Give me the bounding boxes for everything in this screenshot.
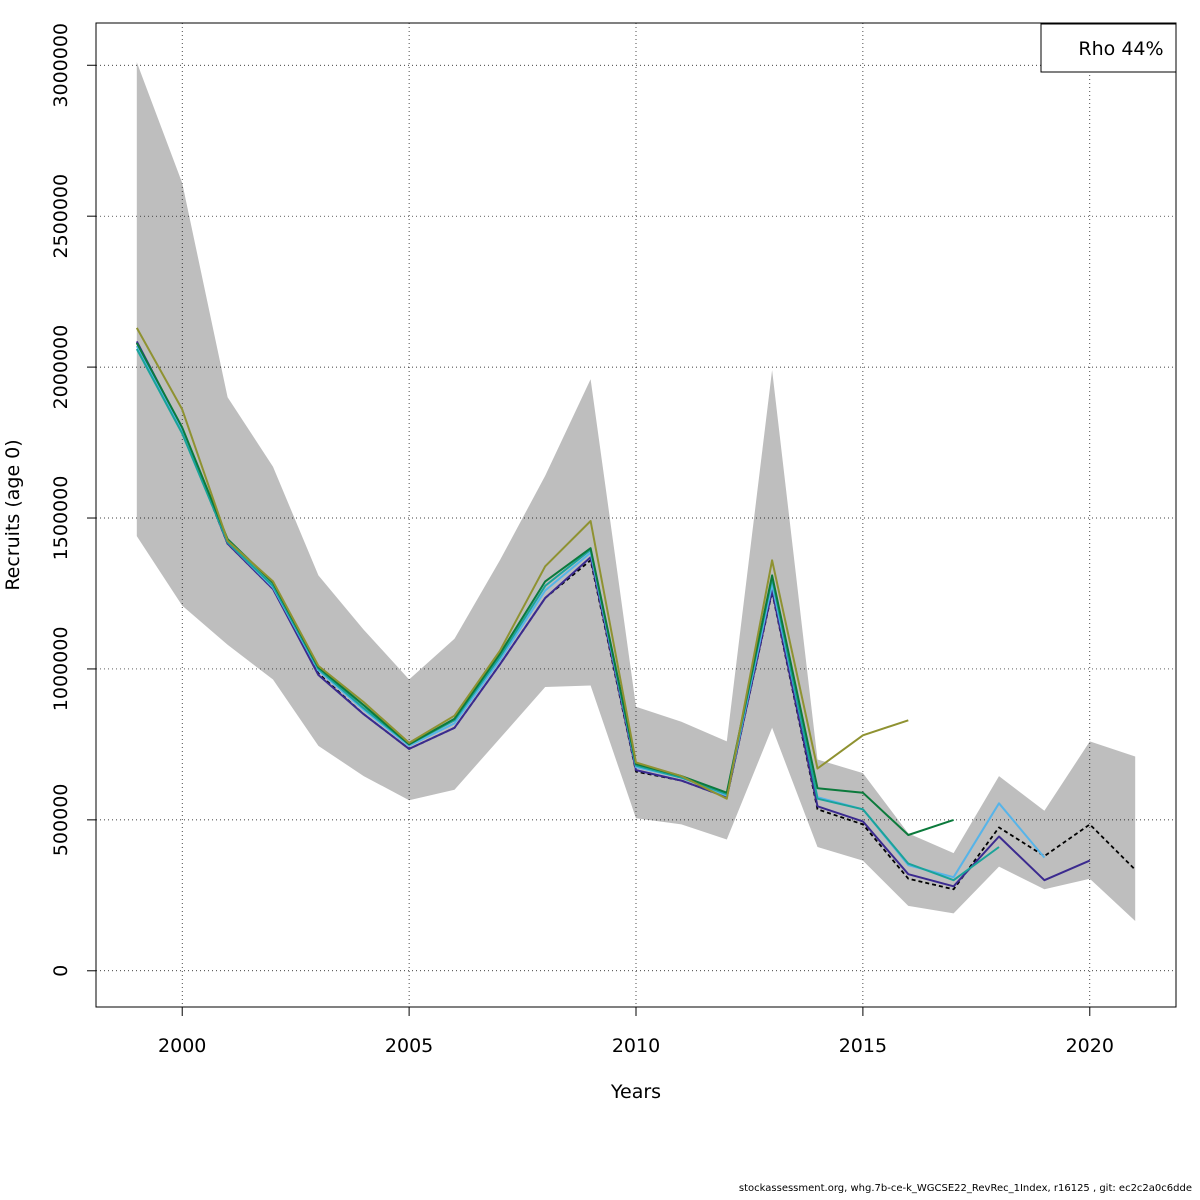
y-tick-label: 3000000 [50,23,72,108]
y-axis: 0 500000 1000000 1500000 2000000 2500000 30000… [50,23,96,977]
x-tick-label: 2005 [385,1035,433,1057]
y-tick-label: 500000 [50,784,72,857]
y-tick-label: 0 [50,965,72,977]
confidence-band-layer [136,62,1136,921]
x-axis: 2000 2005 2010 2015 2020 [158,1007,1114,1057]
x-tick-label: 2015 [839,1035,887,1057]
x-tick-label: 2020 [1066,1035,1114,1057]
y-tick-label: 1000000 [50,627,72,712]
legend-box [1040,23,1177,73]
y-tick-label: 2500000 [50,174,72,259]
footer-caption: stockassessment.org, whg.7b-ce-k_WGCSE22… [738,1183,1192,1194]
legend-label: Rho 44% [1078,38,1163,60]
legend: Rho 44% [1040,23,1177,73]
grid-layer [96,23,1176,1007]
series-line-1 [136,342,1136,891]
series-line-6 [135,327,909,800]
x-tick-label: 2000 [158,1035,206,1057]
confidence-band [136,62,1136,921]
y-tick-label: 2000000 [50,325,72,410]
x-axis-title: Years [610,1081,661,1103]
series-line-4 [135,348,1000,882]
y-axis-title: Recruits (age 0) [2,439,24,590]
series-layer [135,327,1136,891]
y-tick-label: 1500000 [50,476,72,561]
x-tick-label: 2010 [612,1035,660,1057]
